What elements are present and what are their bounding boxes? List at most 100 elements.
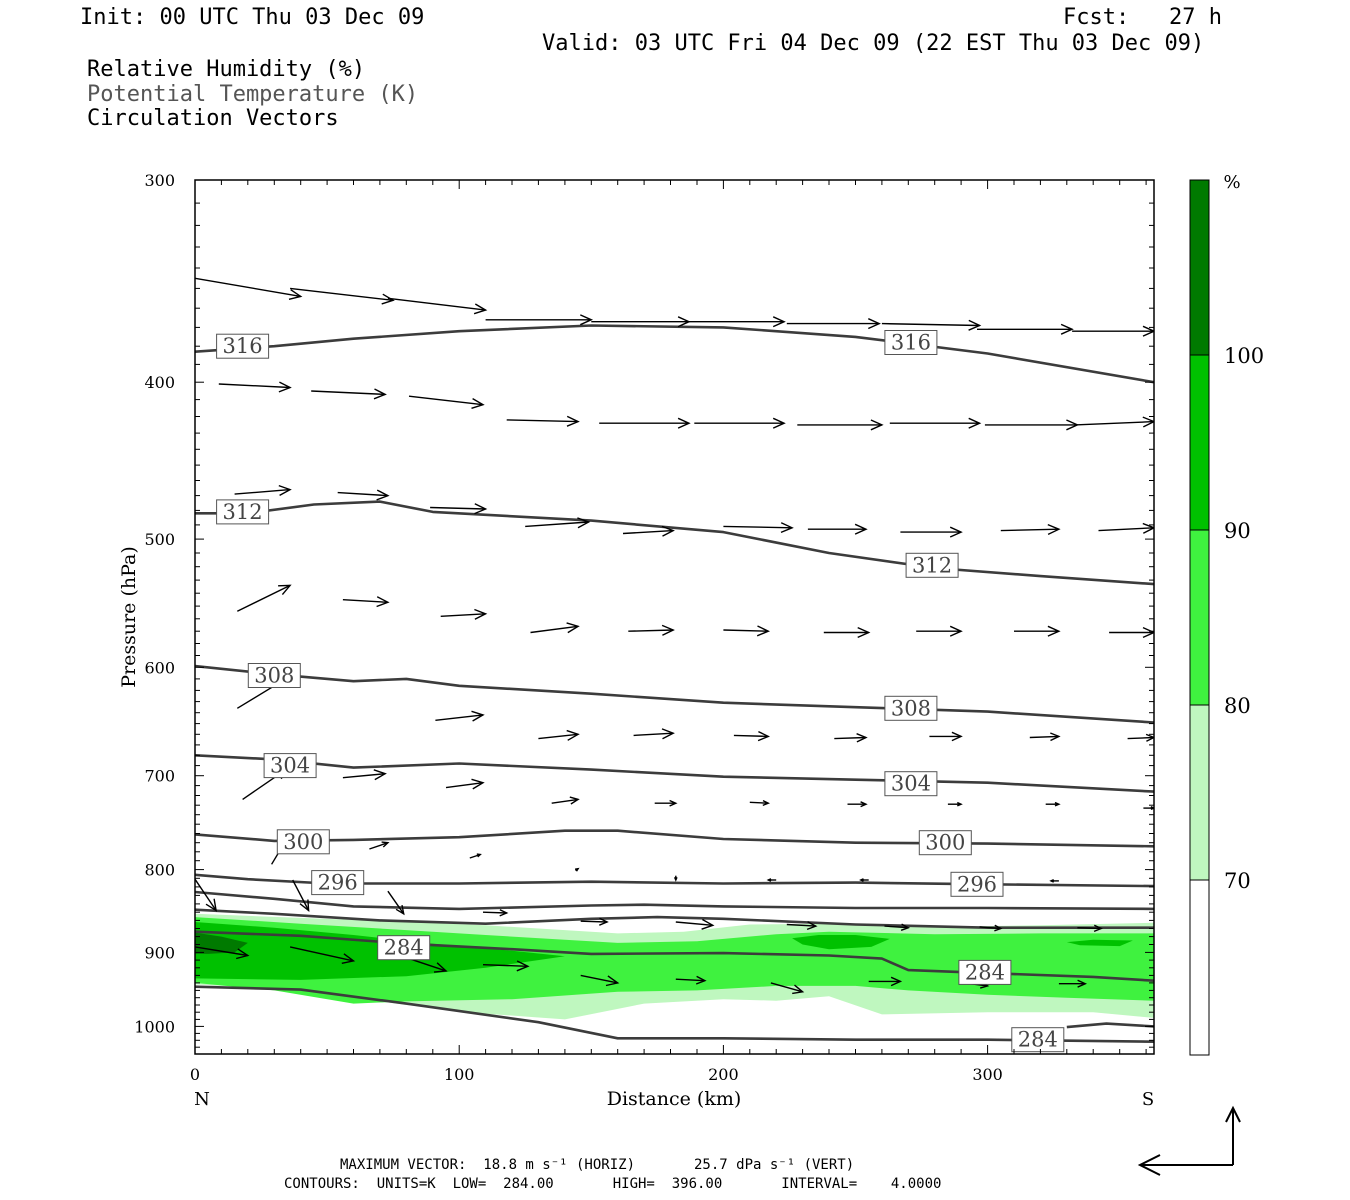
wind-vector-head (857, 626, 871, 639)
wind-vector (1077, 924, 1103, 933)
colorbar-label: 100 (1224, 344, 1264, 368)
wind-vector (881, 319, 982, 331)
wind-vector (1143, 806, 1154, 811)
wind-vector-head (859, 878, 864, 882)
wind-vector (1045, 801, 1061, 807)
wind-vector-shaft (311, 390, 386, 396)
wind-vector (797, 419, 884, 431)
wind-vector-head (566, 622, 580, 634)
wind-vector (218, 381, 292, 393)
wind-vector (469, 853, 482, 859)
wind-vector (834, 733, 868, 743)
wind-vector-shaft (538, 733, 579, 740)
wind-vector-head (278, 381, 292, 393)
wind-vector-head (599, 917, 609, 926)
wind-vector-shaft (1077, 927, 1102, 930)
wind-vector (195, 946, 250, 960)
wind-vector-shaft (675, 978, 705, 982)
wind-vector-head (473, 303, 488, 315)
wind-vector (979, 924, 1003, 932)
wind-vector (807, 523, 868, 535)
wind-vector-head (1142, 416, 1154, 428)
wind-vector (675, 918, 715, 930)
y-tick-label: 800 (144, 861, 175, 880)
wind-vector (847, 801, 868, 808)
colorbar-segment (1190, 355, 1209, 530)
wind-vector-head (1077, 979, 1088, 988)
rh-region-90 (1066, 939, 1133, 947)
wind-vector (290, 287, 395, 305)
wind-vector (445, 778, 485, 790)
wind-vector-shaft (482, 964, 528, 967)
theta-label-text: 284 (1018, 1028, 1058, 1052)
wind-vector-head (856, 733, 868, 743)
wind-vector (1049, 879, 1059, 883)
wind-vector-shaft (834, 736, 867, 740)
y-tick-label: 900 (144, 943, 175, 962)
wind-vector-shaft (292, 879, 310, 911)
wind-vector-head (994, 924, 1003, 932)
wind-vector-head (968, 319, 982, 331)
wind-vector-shaft (369, 842, 389, 850)
wind-vector (694, 417, 786, 429)
wind-vector-head (772, 417, 786, 429)
wind-vector-shaft (551, 798, 579, 804)
theta-label-284: 284 (377, 935, 431, 961)
wind-vector-head (471, 710, 485, 722)
theta-label-box (377, 935, 431, 961)
theta-label-box (216, 499, 270, 525)
wind-vector-head (766, 878, 772, 882)
wind-vector-head (949, 526, 963, 538)
wind-vector (977, 323, 1074, 335)
wind-vector-head (870, 419, 884, 431)
wind-vector-shaft (1127, 736, 1154, 740)
wind-vector (1058, 979, 1088, 988)
wind-vector-shaft (723, 629, 769, 632)
wind-vector-head (376, 596, 390, 608)
wind-vector (673, 875, 678, 882)
wind-vector (482, 909, 509, 917)
theta-label-text: 300 (925, 831, 965, 855)
theta-contour-308 (195, 664, 1154, 724)
wind-vector (622, 525, 675, 537)
y-axis-title: Pressure (hPa) (118, 546, 140, 688)
forecast-hour: Fcst: 27 h (1063, 5, 1222, 30)
x-axis-title: Distance (km) (607, 1088, 742, 1110)
wind-vector-head (762, 799, 771, 807)
theta-label-312: 312 (905, 552, 959, 578)
theta-label-text: 304 (891, 772, 931, 796)
wind-vector (628, 624, 675, 636)
wind-vector-head (278, 584, 292, 596)
theta-label-box (958, 959, 1012, 985)
theta-label-316: 316 (216, 333, 270, 359)
colorbar-unit: % (1223, 172, 1240, 193)
wind-vector (337, 489, 390, 501)
wind-vector-shaft (469, 853, 481, 859)
y-tick-label: 600 (144, 658, 175, 677)
wind-vector-head (757, 730, 771, 742)
wind-vector-head (205, 898, 218, 912)
wind-vector-shaft (1029, 735, 1059, 739)
wind-vector (580, 974, 620, 987)
theta-label-text: 296 (318, 871, 358, 895)
wind-vector-head (669, 799, 678, 807)
wind-vector-shaft (342, 599, 388, 603)
theta-label-box (884, 695, 938, 721)
theta-label-312: 312 (216, 499, 270, 525)
colorbar-segment (1190, 705, 1209, 880)
theta-label-text: 316 (891, 331, 931, 355)
wind-vector-head (566, 729, 580, 741)
theta-contour-284 (1066, 1022, 1154, 1029)
wind-vector (387, 297, 488, 315)
wind-vector-shaft (884, 925, 909, 929)
colorbar-segment (1190, 880, 1209, 1055)
wind-vector-shaft (580, 974, 618, 984)
wind-vector-head (868, 318, 881, 330)
theta-label-text: 284 (384, 936, 424, 960)
wind-vector (551, 796, 580, 805)
theta-label-308: 308 (884, 695, 938, 721)
theta-label-box (263, 753, 317, 779)
colorbar-segment (1190, 180, 1209, 355)
wind-vector (289, 946, 356, 964)
theta-label-box (276, 829, 330, 855)
